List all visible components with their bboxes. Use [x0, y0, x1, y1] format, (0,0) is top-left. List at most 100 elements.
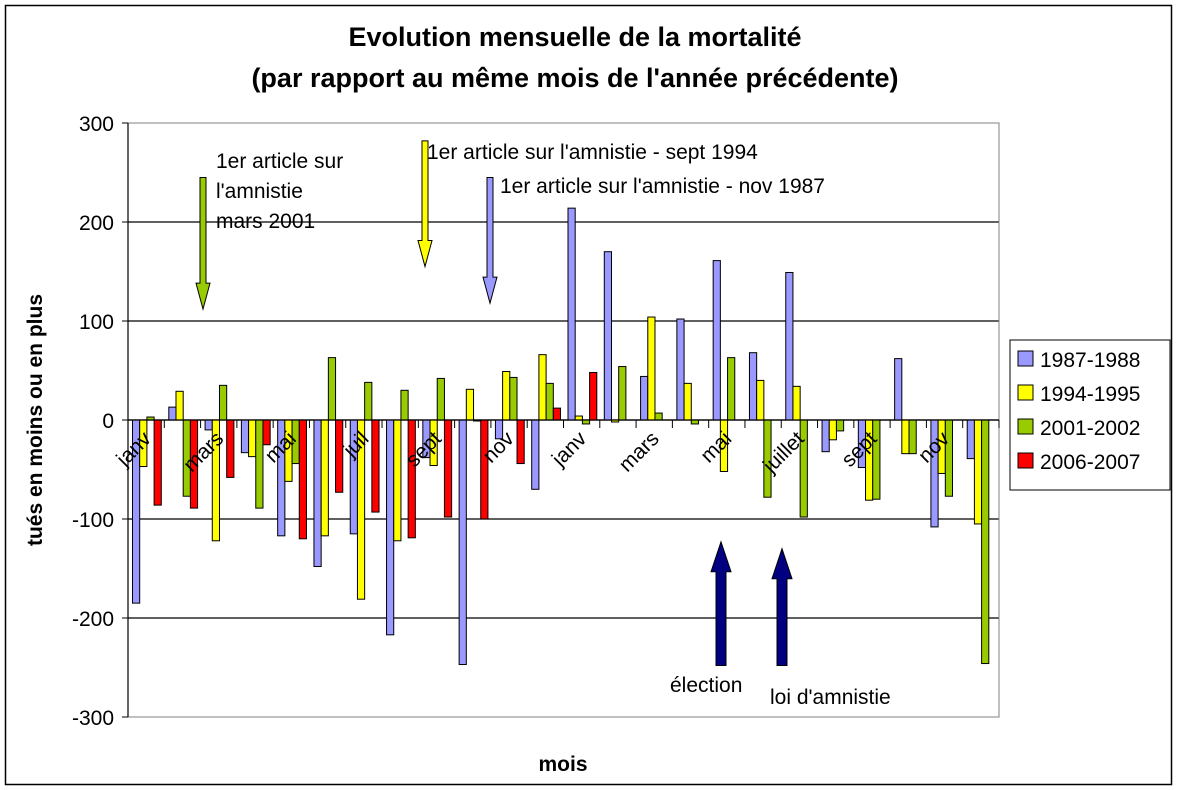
legend: 1987-1988 1994-1995 2001-2002 2006-2007	[1009, 339, 1171, 491]
bar-1987-1988-5	[313, 419, 322, 568]
bar-2001-2002-13	[618, 366, 627, 421]
bar-2001-2002-22	[944, 419, 954, 497]
y-tick-label: 0	[102, 410, 114, 433]
y-tick-label: 200	[79, 212, 114, 235]
bar-1987-1988-23	[966, 419, 975, 460]
bar-2001-2002-5	[327, 357, 337, 421]
chart-title: Evolution mensuelle de la mortalité	[348, 22, 801, 52]
bar-2001-2002-11	[545, 382, 554, 421]
bar-2001-2002-3	[255, 419, 264, 509]
bar-2001-2002-8	[436, 377, 445, 421]
bar-1994-1995-17	[756, 379, 765, 421]
bar-1987-1988-18	[785, 271, 794, 421]
annotation-text: loi d'amnistie	[770, 686, 891, 709]
arrow-down-icon	[482, 176, 498, 306]
annotation-text: l'amnistie	[216, 180, 303, 203]
bar-1994-1995-19	[828, 419, 837, 441]
arrow-up-icon	[771, 547, 793, 667]
bar-2001-2002-18	[799, 419, 808, 518]
bar-2001-2002-6	[364, 381, 373, 421]
chart-border	[4, 4, 1173, 786]
y-tick-label: 100	[79, 311, 114, 334]
bar-2006-2007-6	[371, 419, 380, 513]
bar-2001-2002-19	[835, 419, 845, 432]
y-tick-label: -300	[72, 707, 114, 730]
bar-1994-1995-10	[502, 370, 511, 421]
bar-2001-2002-10	[509, 376, 518, 421]
bar-1987-1988-12	[567, 207, 576, 421]
bar-2006-2007-3	[262, 419, 271, 446]
chart-subtitle: (par rapport au même mois de l'année pré…	[251, 63, 898, 93]
bar-2001-2002-2	[218, 384, 228, 421]
bar-1994-1995-23	[973, 419, 983, 525]
bar-1987-1988-3	[240, 419, 250, 454]
y-tick-label: 300	[79, 113, 114, 136]
legend-label: 2001-2002	[1040, 417, 1140, 440]
legend-label: 1987-1988	[1040, 349, 1140, 372]
bar-2001-2002-16	[727, 357, 736, 421]
arrow-up-icon	[710, 540, 732, 667]
bar-1987-1988-21	[894, 358, 903, 421]
bar-1994-1995-1	[175, 390, 184, 421]
bar-2006-2007-10	[516, 419, 525, 465]
annotation-a1994: 1er article sur l'amnistie - sept 1994	[417, 140, 758, 269]
bar-1994-1995-3	[248, 419, 257, 458]
bar-2006-2007-12	[589, 371, 598, 421]
bar-1987-1988-1	[168, 406, 177, 421]
annotation-a2001: 1er article sur l'amnistie mars 2001	[195, 150, 343, 312]
annotation-text: élection	[670, 674, 742, 697]
bar-1994-1995-9	[465, 388, 475, 421]
bar-2006-2007-0	[153, 419, 162, 506]
bar-2001-2002-14	[654, 412, 663, 421]
bar-1987-1988-14	[640, 375, 649, 421]
legend-swatch	[1017, 350, 1034, 367]
annotation-election: élection	[670, 540, 742, 697]
bar-1987-1988-19	[821, 419, 830, 453]
bar-1994-1995-15	[683, 382, 692, 421]
legend-swatch	[1017, 452, 1034, 469]
bar-2006-2007-7	[407, 419, 416, 539]
legend-swatch	[1017, 384, 1034, 401]
bar-1987-1988-11	[531, 419, 540, 490]
bar-1987-1988-16	[712, 260, 721, 421]
bar-1994-1995-5	[320, 419, 329, 537]
bar-1994-1995-11	[538, 354, 547, 421]
bar-1994-1995-18	[792, 385, 801, 421]
x-axis-title: mois	[538, 753, 587, 776]
legend-label: 1994-1995	[1040, 383, 1140, 406]
bar-1987-1988-9	[458, 419, 467, 666]
bar-1987-1988-7	[386, 419, 395, 636]
legend-box	[1009, 339, 1171, 491]
arrow-down-icon	[417, 140, 433, 269]
y-axis-title: tués en moins ou en plus	[24, 294, 47, 546]
bar-2006-2007-5	[335, 419, 344, 493]
bar-1994-1995-14	[647, 316, 656, 421]
bar-1987-1988-13	[603, 251, 612, 421]
bar-2006-2007-4	[298, 419, 307, 540]
annotation-loi: loi d'amnistie	[770, 547, 891, 709]
annotation-text: 1er article sur l'amnistie - sept 1994	[427, 141, 758, 164]
bar-2006-2007-11	[552, 407, 562, 421]
legend-swatch	[1017, 418, 1034, 435]
y-tick-label: -100	[72, 509, 114, 532]
legend-label: 2006-2007	[1040, 451, 1140, 474]
bar-1987-1988-15	[676, 318, 685, 421]
annotation-text: 1er article sur l'amnistie - nov 1987	[500, 175, 825, 198]
bar-1994-1995-21	[901, 419, 910, 455]
bar-2006-2007-8	[443, 419, 453, 518]
bar-2001-2002-20	[872, 419, 881, 500]
bar-1987-1988-17	[748, 352, 758, 421]
bar-2001-2002-7	[400, 389, 409, 421]
annotation-a1987: 1er article sur l'amnistie - nov 1987	[482, 175, 825, 306]
bar-2001-2002-23	[981, 419, 990, 665]
arrow-down-icon	[195, 176, 211, 312]
annotation-text: mars 2001	[216, 210, 315, 233]
bar-2006-2007-2	[226, 419, 235, 478]
bars	[132, 207, 990, 666]
bar-2006-2007-9	[480, 419, 489, 520]
bar-1994-1995-7	[393, 419, 402, 542]
y-tick-label: -200	[72, 608, 114, 631]
annotation-text: 1er article sur	[216, 150, 343, 173]
